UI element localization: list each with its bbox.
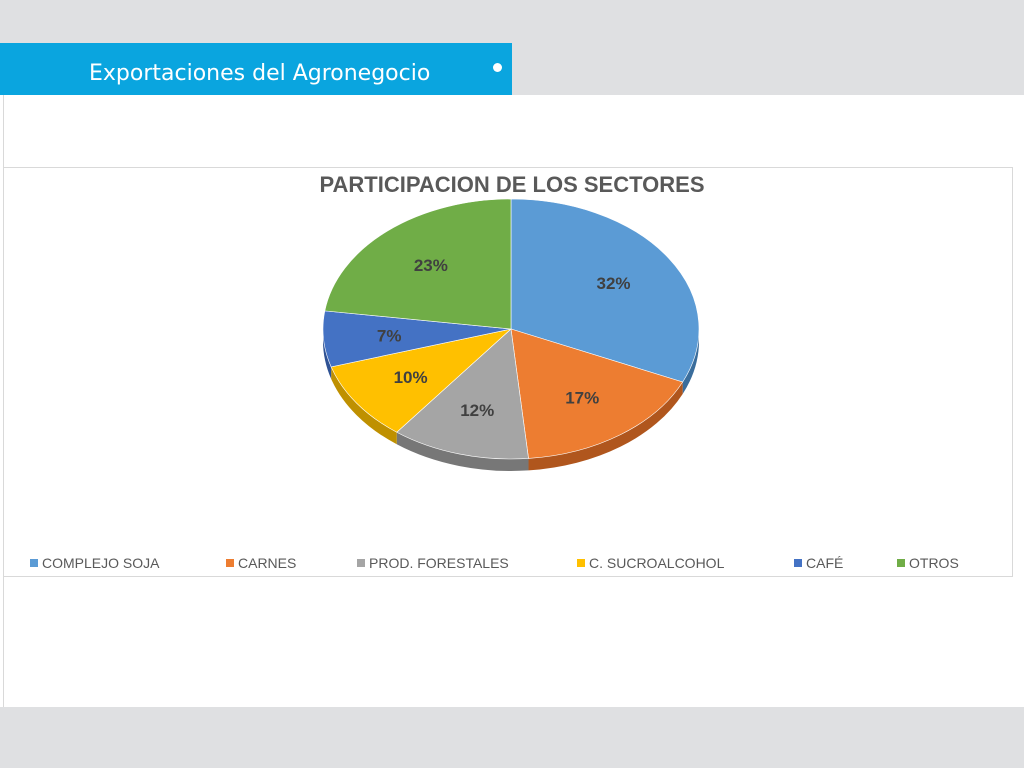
legend-item: C. SUCROALCOHOL	[577, 555, 724, 571]
legend-swatch	[226, 559, 234, 567]
pie-slice-carnes	[510, 328, 684, 459]
data-label: 17%	[565, 389, 599, 408]
legend-item: OTROS	[897, 555, 959, 571]
legend-swatch	[357, 559, 365, 567]
legend-label: OTROS	[909, 555, 959, 571]
data-label: 7%	[377, 327, 402, 346]
slide-title: Exportaciones del Agronegocio	[89, 61, 431, 86]
pie-slice-otros	[324, 198, 512, 330]
data-label: 10%	[394, 368, 428, 387]
pie-side-caf-	[323, 329, 332, 379]
legend-item: CARNES	[226, 555, 296, 571]
data-label: 32%	[597, 274, 631, 293]
chart-legend: COMPLEJO SOJA CARNES PROD. FORESTALES C. SU…	[0, 555, 1024, 575]
pie-side-complejo-soja	[682, 329, 699, 394]
legend-label: C. SUCROALCOHOL	[589, 555, 725, 571]
data-label: 12%	[460, 401, 494, 420]
pie-slice-complejo-soja	[510, 198, 700, 383]
pie-side-carnes	[528, 381, 683, 471]
data-label: 23%	[414, 256, 448, 275]
pie-slice-c-sucroalcohol	[330, 328, 513, 433]
legend-item: COMPLEJO SOJA	[30, 555, 159, 571]
pie-slice-prod-forestales	[396, 328, 529, 460]
chart-title: PARTICIPACION DE LOS SECTORES	[319, 172, 705, 197]
legend-label: COMPLEJO SOJA	[42, 555, 160, 571]
legend-swatch	[794, 559, 802, 567]
legend-item: PROD. FORESTALES	[357, 555, 509, 571]
legend-swatch	[897, 559, 905, 567]
legend-item: CAFÉ	[794, 555, 843, 571]
frame-line	[3, 577, 4, 707]
legend-swatch	[30, 559, 38, 567]
legend-label: CARNES	[238, 555, 297, 571]
frame-line	[3, 95, 4, 167]
pie-side-prod-forestales	[396, 432, 529, 471]
legend-label: CAFÉ	[806, 555, 844, 571]
legend-label: PROD. FORESTALES	[369, 555, 509, 571]
bullet-dot-icon	[493, 63, 502, 72]
title-banner: Exportaciones del Agronegocio	[0, 43, 512, 95]
pie-side-c-sucroalcohol	[331, 366, 397, 445]
legend-swatch	[577, 559, 585, 567]
